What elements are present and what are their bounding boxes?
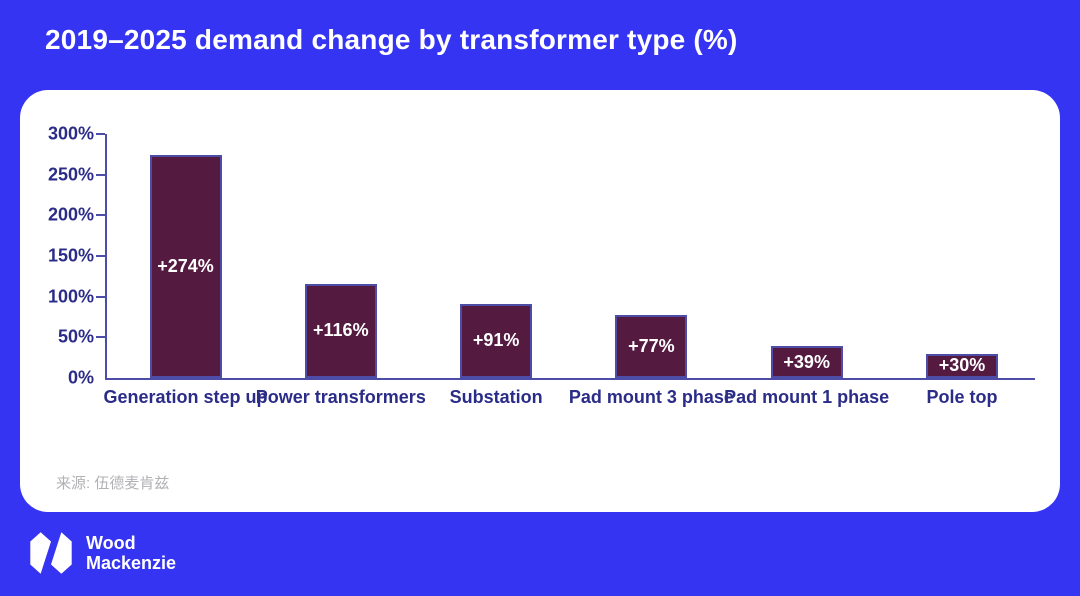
brand-word-2: Mackenzie xyxy=(86,553,177,573)
y-axis-tick-label: 50% xyxy=(57,326,94,347)
y-axis-tick-label: 300% xyxy=(47,123,94,144)
brand-logo: Wood Mackenzie xyxy=(28,530,176,576)
bar-value-label: +30% xyxy=(938,355,986,376)
bar: +77% xyxy=(615,315,688,378)
x-axis-category-label: Pole top xyxy=(926,387,998,407)
bar: +39% xyxy=(770,346,843,378)
y-axis-tick-label: 200% xyxy=(47,204,94,225)
bar-value-label: +39% xyxy=(783,351,830,372)
bar-chart-plot-area: 0% 50% 100% 150% 200% 250% 300% +274% Generation… xyxy=(20,90,1060,512)
x-axis-category-label: Power transformers xyxy=(255,387,426,407)
x-axis-category-label: Generation step up xyxy=(103,387,268,407)
x-axis-category-label: Pad mount 1 phase xyxy=(724,387,890,407)
y-axis-tick-mark xyxy=(96,295,105,298)
brand-word-1: Wood xyxy=(86,532,136,553)
y-axis-tick-mark xyxy=(96,255,105,257)
y-axis-tick-label: 0% xyxy=(67,367,94,388)
y-axis-tick-mark xyxy=(96,173,105,176)
chart-title: 2019–2025 demand change by transformer t… xyxy=(45,24,738,55)
bar: +91% xyxy=(460,303,533,378)
bar-value-label: +77% xyxy=(628,336,675,357)
x-axis-category-label: Pad mount 3 phase xyxy=(568,387,734,407)
y-axis-tick-mark xyxy=(96,336,105,339)
y-axis-tick-label: 250% xyxy=(47,164,94,185)
source-note: 来源: 伍德麦肯兹 xyxy=(56,475,170,492)
x-axis-category-label: Substation xyxy=(449,387,543,407)
y-axis-tick-mark xyxy=(96,214,105,217)
brand-wordmark: Wood Mackenzie xyxy=(86,533,176,573)
wood-mackenzie-monogram-icon xyxy=(30,532,72,574)
bar-value-label: +274% xyxy=(157,256,214,277)
y-axis-line xyxy=(105,134,107,378)
bar-value-label: +116% xyxy=(313,320,369,341)
y-axis-tick-label: 150% xyxy=(47,245,94,266)
bar: +116% xyxy=(304,283,377,378)
x-axis-line xyxy=(105,378,1035,380)
chart-card: 0% 50% 100% 150% 200% 250% 300% +274% Generation… xyxy=(20,90,1060,512)
bar: +274% xyxy=(149,155,222,378)
bar-value-label: +91% xyxy=(472,330,520,351)
y-axis-tick-label: 100% xyxy=(47,286,94,307)
bar: +30% xyxy=(926,353,998,378)
y-axis-tick-mark xyxy=(96,133,105,135)
